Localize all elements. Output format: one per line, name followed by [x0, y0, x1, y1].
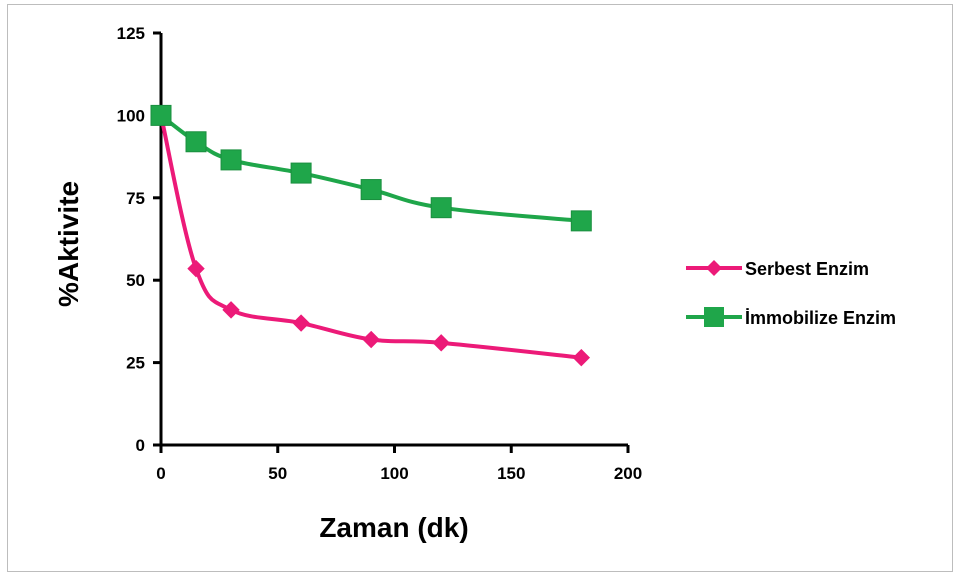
- data-point-serbest-enzim: [292, 314, 310, 332]
- series-layer: [150, 104, 592, 367]
- x-tick-label: 150: [497, 464, 525, 483]
- data-point-serbest-enzim: [572, 348, 591, 367]
- y-axis-title: %Aktivite: [53, 181, 84, 307]
- data-point-immobilize-enzim: [570, 210, 592, 232]
- data-point-immobilize-enzim: [430, 197, 452, 219]
- legend-marker-diamond: [706, 260, 722, 276]
- legend: Serbest Enzim İmmobilize Enzim: [686, 259, 896, 328]
- x-tick-label: 200: [614, 464, 642, 483]
- x-tick-label: 0: [156, 464, 165, 483]
- data-point-immobilize-enzim: [360, 179, 382, 201]
- y-tick-label: 25: [126, 354, 145, 373]
- x-tick-label: 100: [380, 464, 408, 483]
- data-point-serbest-enzim: [362, 330, 380, 349]
- axes: 0 25 50 75 100 125 0 50 100 150 200: [117, 24, 643, 483]
- data-point-serbest-enzim: [432, 334, 450, 352]
- data-point-immobilize-enzim: [150, 104, 172, 126]
- y-tick-label: 75: [126, 189, 145, 208]
- data-point-immobilize-enzim: [290, 162, 312, 184]
- data-point-immobilize-enzim: [185, 131, 207, 153]
- data-point-serbest-enzim: [222, 301, 240, 319]
- series-serbest-enzim: [152, 106, 591, 367]
- legend-item-serbest-enzim: Serbest Enzim: [686, 259, 869, 279]
- y-tick-label: 125: [117, 24, 145, 43]
- legend-label-serbest-enzim: Serbest Enzim: [745, 259, 869, 279]
- y-tick-label: 100: [117, 106, 145, 125]
- x-axis-title: Zaman (dk): [319, 512, 468, 543]
- chart-frame: [7, 4, 953, 572]
- series-immobilize-enzim: [150, 104, 592, 232]
- legend-item-immobilize-enzim: İmmobilize Enzim: [686, 307, 896, 328]
- legend-marker-square: [704, 307, 724, 327]
- y-tick-label: 50: [126, 271, 145, 290]
- data-point-immobilize-enzim: [220, 149, 242, 171]
- x-tick-label: 50: [268, 464, 287, 483]
- legend-label-immobilize-enzim: İmmobilize Enzim: [745, 308, 896, 328]
- y-tick-label: 0: [136, 436, 145, 455]
- data-point-serbest-enzim: [187, 259, 205, 278]
